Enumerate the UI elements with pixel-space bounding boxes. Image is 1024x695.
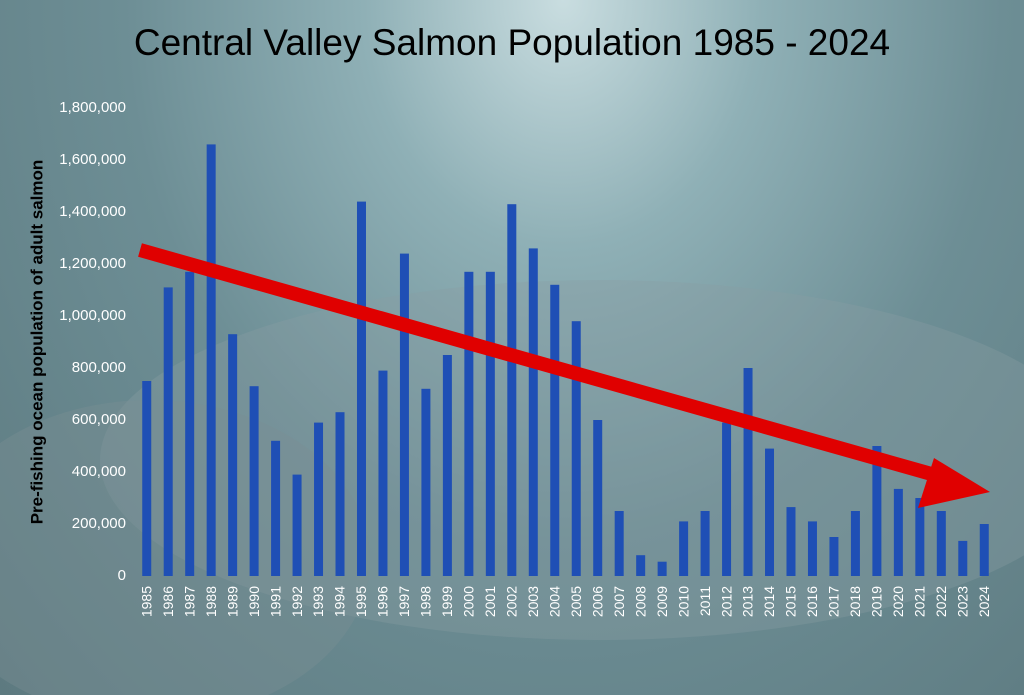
y-tick-label: 1,000,000 (59, 307, 126, 324)
bar (163, 287, 173, 576)
y-tick-label: 1,800,000 (59, 99, 126, 116)
bar (872, 446, 882, 576)
x-tick-label: 2008 (632, 586, 648, 617)
x-tick-label: 2018 (847, 586, 863, 617)
y-tick-label: 400,000 (72, 463, 126, 480)
bar (550, 284, 560, 576)
trend-arrow (138, 243, 990, 508)
bar (356, 201, 366, 576)
y-tick-label: 1,600,000 (59, 151, 126, 168)
x-tick-label: 2003 (525, 586, 541, 617)
bar (378, 370, 388, 576)
x-tick-label: 1987 (181, 586, 197, 617)
bar (593, 420, 603, 576)
x-tick-label: 1998 (418, 586, 434, 617)
bar (743, 368, 753, 576)
x-tick-label: 1994 (332, 586, 348, 617)
x-tick-label: 2023 (954, 586, 970, 617)
x-tick-label: 2015 (783, 586, 799, 617)
x-tick-label: 2010 (675, 586, 691, 617)
x-tick-label: 2000 (461, 586, 477, 617)
bar (292, 474, 302, 576)
bar (228, 334, 238, 576)
x-tick-label: 1986 (160, 586, 176, 617)
bar (936, 511, 946, 576)
x-tick-label: 2024 (976, 586, 992, 617)
y-tick-label: 0 (118, 567, 126, 584)
bar (979, 524, 989, 576)
bar (185, 271, 195, 576)
bar (142, 381, 152, 576)
y-tick-label: 600,000 (72, 411, 126, 428)
bar (335, 412, 345, 576)
bar (829, 537, 839, 576)
y-tick-label: 1,400,000 (59, 203, 126, 220)
x-tick-label: 1996 (375, 586, 391, 617)
y-tick-label: 800,000 (72, 359, 126, 376)
bar (636, 555, 646, 576)
x-tick-label: 1999 (439, 586, 455, 617)
bar (915, 498, 925, 576)
bar (614, 511, 624, 576)
bar (700, 511, 710, 576)
plot-area: 0 200,000 400,000 600,000 800,000 1,000,000 1,… (59, 99, 992, 617)
x-tick-label: 2006 (589, 586, 605, 617)
x-tick-label: 1991 (267, 586, 283, 617)
x-tick-label: 2012 (718, 586, 734, 617)
bar (786, 507, 796, 576)
bar (206, 144, 216, 576)
x-tick-label: 2013 (740, 586, 756, 617)
bar (850, 511, 860, 576)
bar (722, 422, 732, 576)
x-tick-label: 2016 (804, 586, 820, 617)
arrow-shaft (138, 243, 937, 482)
bar (528, 248, 538, 576)
bar (485, 271, 495, 576)
bar (271, 440, 281, 576)
bar (657, 561, 667, 576)
x-tick-label: 2007 (611, 586, 627, 617)
y-axis-label: Pre-fishing ocean population of adult sa… (27, 160, 46, 525)
x-tick-label: 1993 (310, 586, 326, 617)
x-tick-label: 2019 (869, 586, 885, 617)
x-tick-label: 1990 (246, 586, 262, 617)
chart-title: Central Valley Salmon Population 1985 - … (134, 22, 890, 63)
x-tick-label: 2017 (826, 586, 842, 617)
x-tick-label: 1988 (203, 586, 219, 617)
bar (507, 204, 517, 576)
bar (421, 388, 431, 576)
x-tick-label: 1992 (289, 586, 305, 617)
bar (765, 448, 775, 576)
x-tick-label: 2004 (546, 586, 562, 617)
arrow-head (918, 458, 990, 508)
x-tick-label: 2014 (761, 586, 777, 617)
bar (893, 488, 903, 576)
bar (442, 355, 452, 576)
x-tick-label: 2022 (933, 586, 949, 617)
bar (958, 540, 968, 576)
x-tick-label: 1995 (353, 586, 369, 617)
x-tick-label: 1997 (396, 586, 412, 617)
bar (679, 521, 689, 576)
x-tick-label: 2021 (912, 586, 928, 617)
bar (314, 422, 324, 576)
bar (464, 271, 474, 576)
x-tick-label: 2002 (504, 586, 520, 617)
x-tick-label: 1989 (224, 586, 240, 617)
x-tick-label: 2011 (697, 586, 713, 616)
bar (399, 253, 409, 576)
x-tick-label: 2005 (568, 586, 584, 617)
x-tick-label: 1985 (138, 586, 154, 617)
x-tick-label: 2001 (482, 586, 498, 617)
x-tick-label: 2009 (654, 586, 670, 617)
bar (249, 386, 259, 576)
y-tick-label: 200,000 (72, 515, 126, 532)
y-tick-label: 1,200,000 (59, 255, 126, 272)
x-tick-label: 2020 (890, 586, 906, 617)
bar (571, 321, 581, 576)
bar (807, 521, 817, 576)
